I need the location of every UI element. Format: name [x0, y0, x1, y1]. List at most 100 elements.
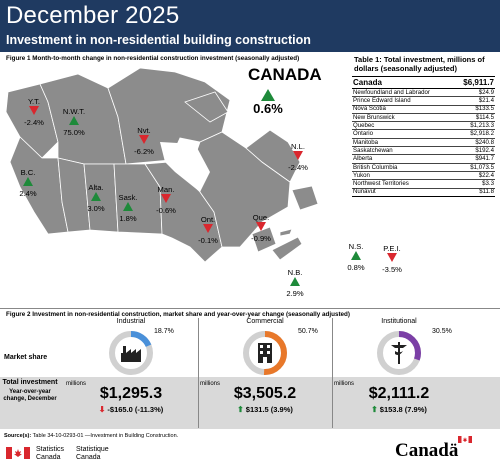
table-row: Manitoba $240.8: [352, 138, 495, 148]
market-share-value: 30.5%: [432, 328, 452, 335]
up-arrow-icon: [91, 192, 101, 202]
table-row-value: $1,073.5: [470, 163, 494, 171]
total-investment-label: Total investment: [2, 379, 58, 386]
table-row-value: $22.4: [478, 171, 494, 179]
donut-share-arc: [377, 331, 421, 375]
region-value: -2.4%: [288, 162, 308, 172]
down-arrow-icon: ⬇: [98, 405, 106, 414]
region-pei: P.E.I. -3.5%: [372, 244, 412, 274]
down-arrow-icon: [256, 222, 266, 232]
market-share-label: Market share: [4, 354, 48, 361]
market-share-donut: [377, 331, 421, 375]
canada-name: CANADA: [248, 65, 322, 84]
page-title: December 2025: [6, 2, 180, 29]
table-title: Table 1: Total investment, millions of d…: [354, 55, 485, 73]
table-body: Newfoundland and Labrador $24.9 Prince Edw…: [352, 89, 495, 197]
table-row-label: Nova Scotia: [353, 105, 386, 113]
market-share-value: 18.7%: [154, 328, 174, 335]
table-row: Yukon $22.4: [352, 171, 495, 181]
up-arrow-icon: [123, 202, 133, 212]
table-total-row: Canada $6,911.7: [352, 76, 495, 89]
region-name: Man.: [157, 185, 175, 194]
millions-label: millions: [66, 381, 87, 387]
wordmark-flag-icon: [458, 436, 472, 443]
up-arrow-icon: [290, 277, 300, 287]
region-value: -0.1%: [198, 235, 218, 245]
table-row: Prince Edward Island $21.4: [352, 97, 495, 106]
totals-labels: Total investment Year-over-year change, …: [0, 379, 60, 403]
donut-share-arc: [243, 331, 287, 375]
region-value: 0.8%: [347, 262, 365, 272]
table-row: Nunavut $11.8: [352, 189, 495, 197]
statcan-fr-line2: Canada: [76, 454, 101, 462]
region-ns: N.S. 0.8%: [336, 242, 376, 272]
total-investment-value: $1,295.3: [99, 385, 163, 402]
region-nvt: Nvt. -6.2%: [124, 126, 164, 156]
region-name: Que.: [252, 213, 270, 222]
region-nl: N.L. -2.4%: [278, 142, 318, 172]
region-name: N.B.: [287, 268, 303, 277]
canada-map: [0, 62, 345, 302]
region-value: 2.4%: [19, 188, 37, 198]
canada-flag-icon: [6, 447, 30, 459]
table-row-value: $2,918.2: [470, 130, 494, 138]
source-text: Table 34-10-0293-01 —Investment in Build…: [32, 433, 179, 439]
region-alta: Alta. 3.0%: [76, 183, 116, 213]
down-arrow-icon: [387, 253, 397, 263]
donut-share-arc: [109, 331, 153, 375]
column-divider: [198, 318, 199, 428]
table-total-value: $6,911.7: [463, 78, 494, 87]
total-investment-value: $3,505.2: [233, 385, 297, 402]
table-row: New Brunswick $114.5: [352, 113, 495, 123]
statcan-en-line2: Canada: [36, 454, 61, 462]
table-row: Nova Scotia $133.5: [352, 106, 495, 114]
table-row-label: Yukon: [353, 171, 370, 179]
table-row-value: $1,213.3: [470, 122, 494, 130]
statcan-en: Statistics Canada: [36, 446, 64, 462]
table-row-label: British Columbia: [353, 163, 398, 171]
table-row-label: Saskatchewan: [353, 146, 393, 154]
table-row: Saskatchewan $192.4: [352, 146, 495, 156]
yoy-label: Year-over-year change, December: [3, 389, 57, 403]
canada-up-arrow-icon: [261, 88, 275, 106]
table-row-label: Manitoba: [353, 138, 379, 146]
yoy-value: $153.8 (7.9%): [379, 405, 427, 414]
up-arrow-icon: [23, 177, 33, 187]
market-share-donut: [109, 331, 153, 375]
yoy-change: ⬆ $131.5 (3.9%): [198, 405, 332, 414]
region-value: -0.9%: [251, 233, 271, 243]
total-investment-value: $2,111.2: [368, 385, 430, 402]
totals-band: [0, 377, 500, 429]
down-arrow-icon: [29, 106, 39, 116]
sector-institutional: Institutional 30.5% millions $2,111.2 ⬆ $153.…: [332, 318, 466, 442]
section-divider: [0, 308, 500, 309]
table-row-value: $114.5: [475, 113, 494, 121]
up-arrow-icon: [351, 251, 361, 261]
table-row-value: $3.3: [482, 180, 494, 188]
statcan-fr: Statistique Canada: [76, 446, 109, 462]
table-row: Quebec $1,213.3: [352, 122, 495, 131]
region-ont: Ont. -0.1%: [188, 215, 228, 245]
region-man: Man. -0.6%: [146, 185, 186, 215]
column-divider: [332, 318, 333, 428]
sector-name: Industrial: [116, 318, 146, 325]
region-name: Y.T.: [27, 97, 41, 106]
table-row-value: $941.7: [475, 155, 494, 163]
table-row-value: $11.8: [479, 188, 494, 196]
region-que: Que. -0.9%: [241, 213, 281, 243]
table-row-value: $133.5: [475, 105, 494, 113]
source-label: Source(s):: [4, 433, 32, 439]
sector-name: Commercial: [246, 318, 284, 325]
down-arrow-icon: [203, 224, 213, 234]
table-row: Newfoundland and Labrador $24.9: [352, 89, 495, 98]
down-arrow-icon: [139, 135, 149, 145]
page-subtitle: Investment in non-residential building c…: [6, 33, 311, 47]
caduceus-icon: [391, 342, 407, 364]
up-arrow-icon: ⬆: [237, 405, 244, 414]
table-row: Ontario $2,918.2: [352, 130, 495, 139]
statcan-logo: Statistics Canada Statistique Canada: [6, 446, 126, 464]
up-arrow-icon: ⬆: [371, 405, 378, 414]
yoy-value: $131.5 (3.9%): [245, 405, 293, 414]
yoy-change: ⬆ $153.8 (7.9%): [332, 405, 466, 414]
table-row-value: $21.4: [478, 97, 494, 105]
